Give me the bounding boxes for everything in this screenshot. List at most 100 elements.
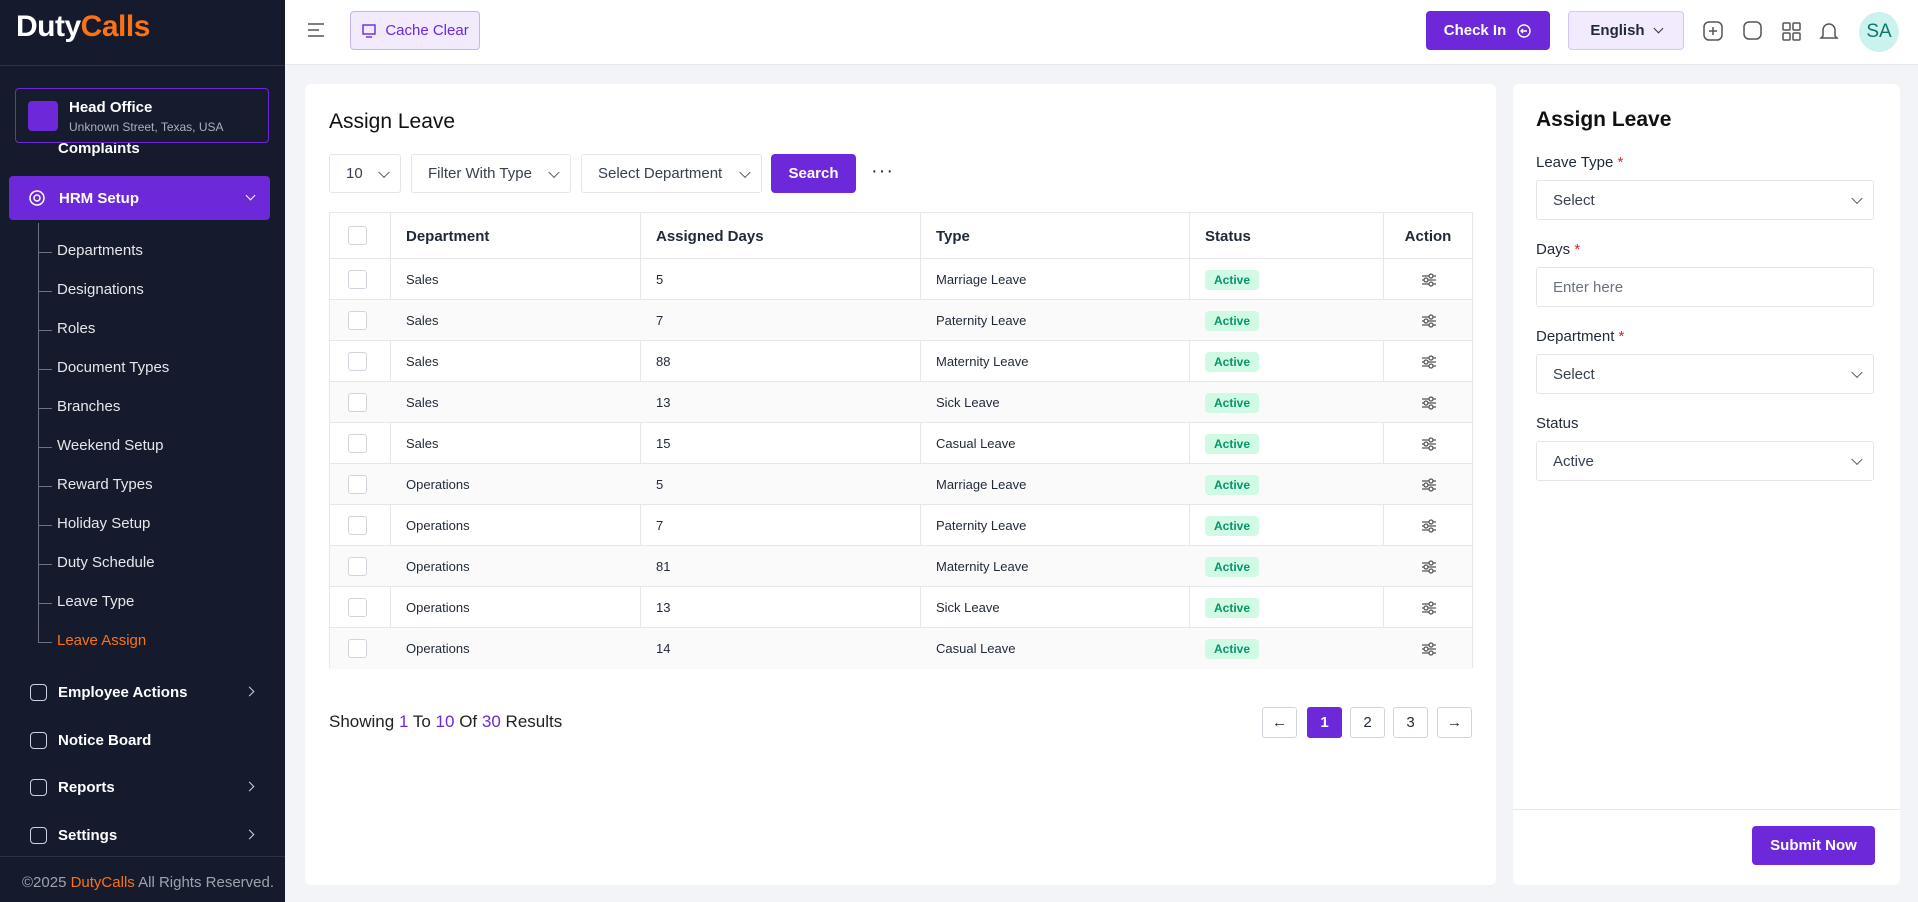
submenu-item[interactable]: Duty Schedule (57, 554, 155, 571)
chat-icon[interactable] (1743, 21, 1762, 40)
table-cell: 13 (656, 600, 671, 615)
submit-button[interactable]: Submit Now (1752, 826, 1875, 865)
per-page-select[interactable]: 10 (329, 154, 401, 193)
table-row: Operations 5 Marriage Leave Active (330, 464, 1472, 505)
department-filter[interactable]: Select Department (581, 154, 762, 193)
chevron (244, 781, 255, 792)
menu-icon (30, 779, 47, 796)
cache-button[interactable]: Cache Clear (350, 11, 480, 50)
submenu-item[interactable]: Departments (57, 242, 143, 259)
table-cell: Maternity Leave (936, 559, 1029, 574)
checkbox[interactable] (348, 475, 367, 494)
summary-part: To (412, 712, 431, 731)
action-icon[interactable] (1421, 273, 1437, 287)
checkbox[interactable] (348, 598, 367, 617)
table-cell: Casual Leave (936, 641, 1016, 656)
menu-item[interactable]: Complaints (58, 140, 140, 157)
action-icon[interactable] (1421, 519, 1437, 533)
column-divider (1189, 213, 1190, 669)
table-cell: Paternity Leave (936, 518, 1027, 533)
submenu-item[interactable]: Weekend Setup (57, 437, 164, 454)
table-cell: Operations (406, 518, 470, 533)
icon (362, 23, 377, 38)
checkbox[interactable] (348, 270, 367, 289)
status-badge: Active (1205, 556, 1260, 577)
page-button[interactable]: 3 (1393, 707, 1428, 738)
logo[interactable]: DutyCalls (16, 10, 150, 44)
submenu-item[interactable]: Designations (57, 281, 144, 298)
checkbox[interactable] (348, 639, 367, 658)
select-field[interactable]: Select (1536, 354, 1874, 394)
checkbox[interactable] (348, 557, 367, 576)
form-card: Assign Leave Submit Now Leave Type * Sele… (1513, 84, 1900, 885)
action-icon[interactable] (1421, 560, 1437, 574)
column-divider (640, 213, 641, 669)
list-card: Assign Leave 10 Filter With Type Select … (305, 84, 1496, 885)
status-cell: Active (1205, 587, 1260, 628)
search-button[interactable]: Search (771, 154, 856, 193)
bell-icon[interactable] (1819, 23, 1839, 39)
submenu-item[interactable]: Document Types (57, 359, 170, 376)
checkbox[interactable] (348, 352, 367, 371)
text-input[interactable]: Enter here (1536, 267, 1874, 307)
page-button[interactable]: 2 (1350, 707, 1385, 738)
checkbox[interactable] (348, 516, 367, 535)
action-icon[interactable] (1421, 601, 1437, 615)
action-icon[interactable] (1421, 314, 1437, 328)
menu-item[interactable]: Reports (58, 779, 115, 796)
select-value: Select (1553, 191, 1595, 209)
language: English (1590, 22, 1645, 39)
checkbox[interactable] (348, 434, 367, 453)
submenu-item[interactable]: Leave Type (57, 593, 135, 610)
add-icon[interactable] (1703, 21, 1723, 41)
menu-item[interactable]: Settings (58, 826, 118, 844)
checkbox[interactable] (348, 393, 367, 412)
select-field[interactable]: Select (1536, 180, 1874, 220)
more-button[interactable]: ··· (871, 160, 894, 182)
submenu-item[interactable]: Roles (57, 320, 96, 337)
language-select[interactable]: English (1568, 11, 1684, 50)
submenu-item[interactable]: Leave Assign (57, 632, 147, 649)
select-value: Select (1553, 365, 1595, 383)
table-cell: Sales (406, 313, 439, 328)
next-page[interactable]: → (1437, 707, 1472, 738)
column-header: Action (1404, 227, 1452, 245)
table-cell: Marriage Leave (936, 272, 1027, 287)
table-cell: Sales (406, 272, 439, 287)
select-value: Select Department (598, 165, 723, 182)
submenu-item[interactable]: Reward Types (57, 476, 153, 493)
status-cell: Active (1205, 423, 1260, 464)
action-icon[interactable] (1421, 478, 1437, 492)
tree-branch (38, 603, 52, 604)
select-field[interactable]: Active (1536, 441, 1874, 481)
prev-page[interactable]: ← (1262, 707, 1297, 738)
branch-switcher[interactable]: Head Office Unknown Street, Texas, USA (15, 88, 269, 143)
active-group[interactable]: HRM Setup (9, 176, 270, 220)
submenu-item[interactable]: Branches (57, 398, 121, 415)
table-cell: 14 (656, 641, 671, 656)
action-icon[interactable] (1421, 642, 1437, 656)
submenu-item[interactable]: Holiday Setup (57, 515, 151, 532)
tree-branch (38, 369, 52, 370)
check-in-button[interactable]: Check In (1426, 11, 1550, 50)
table-cell: 7 (656, 313, 664, 328)
chevron (244, 829, 255, 839)
column-divider (920, 213, 921, 669)
status-cell: Active (1205, 546, 1260, 587)
checkbox[interactable] (348, 311, 367, 330)
type-filter[interactable]: Filter With Type (411, 154, 571, 193)
checkbox[interactable] (348, 226, 367, 245)
menu-item[interactable]: Employee Actions (58, 684, 188, 701)
page-button[interactable]: 1 (1307, 707, 1342, 738)
avatar[interactable]: SA (1859, 12, 1899, 52)
label-text: Days (1536, 241, 1571, 258)
group-label: HRM Setup (59, 190, 139, 207)
action-icon[interactable] (1421, 437, 1437, 451)
action-icon[interactable] (1421, 396, 1437, 410)
menu-item[interactable]: Notice Board (58, 731, 152, 749)
action-icon[interactable] (1421, 355, 1437, 369)
apps-icon[interactable] (1782, 22, 1801, 41)
results-summary: Showing 1 To 10 Of 30 Results (329, 712, 562, 732)
menu-toggle[interactable] (307, 22, 325, 38)
required-mark: * (1618, 328, 1625, 345)
